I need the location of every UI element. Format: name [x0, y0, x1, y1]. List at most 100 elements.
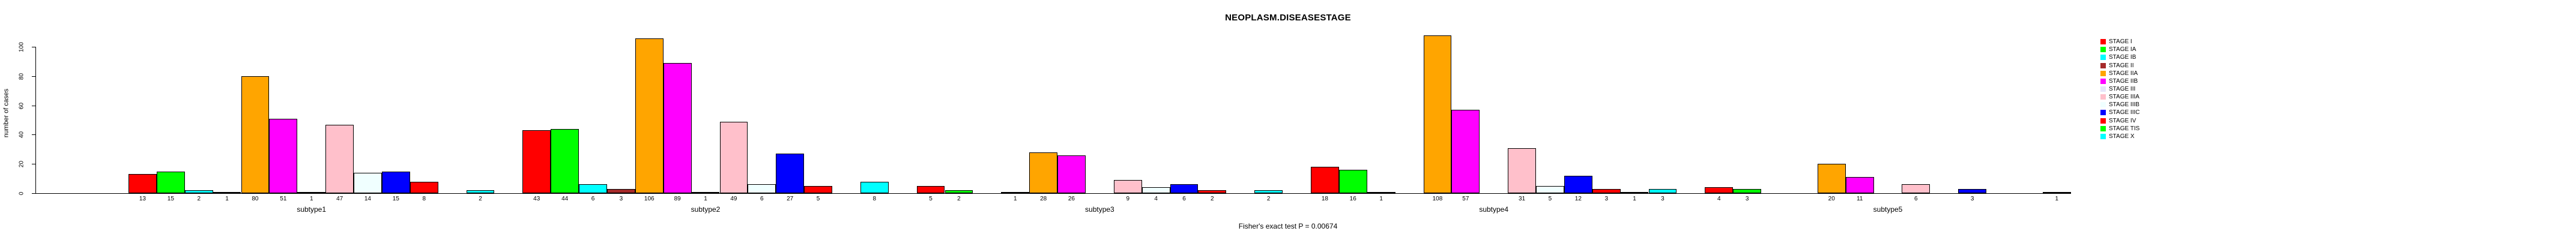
legend-label: STAGE I: [2109, 38, 2132, 45]
legend-swatch: [2100, 47, 2106, 53]
x-axis-line: [35, 193, 2071, 194]
bar-stage-ib: [1367, 192, 1395, 193]
group-label: subtype3: [1085, 205, 1114, 214]
legend-swatch: [2100, 70, 2106, 76]
bar-stage-ib: [579, 184, 607, 193]
bar-value-label: 1: [1379, 196, 1383, 202]
legend-label: STAGE III: [2109, 85, 2136, 92]
bar-value-label: 2: [1266, 196, 1271, 202]
bar-value-label: 8: [422, 196, 426, 202]
bar-value-label: 49: [730, 196, 737, 202]
bar-value-label: 12: [1574, 196, 1582, 202]
bar-stage-i: [128, 174, 157, 193]
bar-value-label: 47: [336, 196, 343, 202]
legend-swatch: [2100, 94, 2106, 100]
bar-stage-iia: [1029, 152, 1058, 193]
bar-stage-iiib: [1536, 186, 1564, 193]
bar-stage-iiib: [1141, 187, 1170, 193]
bar-stage-ii: [607, 189, 635, 193]
bar-stage-ib: [184, 190, 213, 193]
bar-stage-ia: [1733, 189, 1762, 193]
bar-stage-iiic: [1564, 176, 1592, 193]
bar-stage-iii: [691, 192, 720, 193]
bar-stage-iv: [1592, 189, 1621, 193]
bar-stage-iiia: [719, 122, 748, 193]
y-axis-label: number of cases: [2, 88, 10, 138]
bar-stage-iv: [410, 182, 438, 193]
bar-value-label: 5: [1548, 196, 1552, 202]
legend-item: STAGE IIIA: [2100, 94, 2154, 101]
bar-stage-i: [1311, 167, 1339, 193]
bar-value-label: 6: [1914, 196, 1918, 202]
group-label: subtype5: [1873, 205, 1903, 214]
bar-stage-iia: [1817, 164, 1846, 193]
y-axis-line: [35, 47, 36, 194]
bar-stage-iiia: [1902, 184, 1930, 193]
legend-label: STAGE IB: [2109, 54, 2136, 61]
bar-stage-iiib: [748, 184, 776, 193]
bar-stage-ii: [1001, 192, 1030, 193]
bar-value-label: 80: [252, 196, 259, 202]
bar-stage-tis: [1620, 192, 1649, 193]
legend-label: STAGE IA: [2109, 46, 2136, 53]
bar-value-label: 2: [1211, 196, 1214, 202]
legend-item: STAGE I: [2100, 38, 2154, 46]
legend-label: STAGE IIA: [2109, 70, 2138, 77]
bar-value-label: 5: [929, 196, 933, 202]
bar-value-label: 1: [309, 196, 313, 202]
y-tick-label: 0: [18, 191, 25, 195]
bar-stage-iia: [241, 76, 270, 193]
legend-swatch: [2100, 39, 2106, 44]
y-tick: [32, 193, 35, 194]
bar-value-label: 6: [1182, 196, 1186, 202]
bar-value-label: 51: [280, 196, 287, 202]
bar-value-label: 31: [1518, 196, 1526, 202]
bar-value-label: 2: [957, 196, 961, 202]
bar-stage-ia: [551, 129, 579, 193]
bar-stage-x: [860, 182, 889, 193]
legend-item: STAGE IIA: [2100, 70, 2154, 78]
bar-value-label: 1: [704, 196, 707, 202]
legend-swatch: [2100, 86, 2106, 92]
bar-value-label: 8: [872, 196, 877, 202]
legend-item: STAGE X: [2100, 133, 2154, 141]
bar-stage-ia: [945, 190, 973, 193]
legend-label: STAGE TIS: [2109, 125, 2140, 132]
bar-stage-iii: [297, 192, 326, 193]
legend-item: STAGE IB: [2100, 54, 2154, 62]
bar-stage-ia: [156, 172, 185, 193]
bar-stage-iiia: [1508, 148, 1536, 193]
bar-stage-iiic: [776, 154, 805, 193]
bar-stage-iiic: [1958, 189, 1987, 193]
bar-value-label: 15: [392, 196, 399, 202]
bar-value-label: 108: [1432, 196, 1443, 202]
legend-swatch: [2100, 62, 2106, 68]
bar-value-label: 16: [1349, 196, 1356, 202]
bar-value-label: 57: [1462, 196, 1469, 202]
bar-stage-iib: [663, 63, 692, 193]
bar-value-label: 9: [1126, 196, 1130, 202]
bar-stage-iiic: [381, 172, 410, 193]
bar-value-label: 1: [1013, 196, 1017, 202]
bar-value-label: 1: [225, 196, 229, 202]
y-tick-label: 20: [18, 160, 25, 167]
legend-swatch: [2100, 102, 2106, 108]
group-label: subtype4: [1479, 205, 1509, 214]
bar-value-label: 11: [1856, 196, 1863, 202]
bar-stage-iiib: [354, 173, 382, 193]
bar-stage-x: [1254, 190, 1283, 193]
bar-value-label: 89: [674, 196, 681, 202]
bar-value-label: 27: [787, 196, 794, 202]
legend-label: STAGE IIIC: [2109, 109, 2140, 116]
legend-item: STAGE IA: [2100, 46, 2154, 54]
legend-item: STAGE IIB: [2100, 78, 2154, 86]
bar-stage-iia: [1423, 35, 1452, 193]
bar-stage-iv: [804, 186, 832, 193]
bar-value-label: 26: [1068, 196, 1075, 202]
legend-swatch: [2100, 133, 2106, 139]
bar-value-label: 2: [197, 196, 201, 202]
legend-item: STAGE III: [2100, 86, 2154, 94]
bar-value-label: 3: [1661, 196, 1664, 202]
bar-stage-iv: [1198, 190, 1227, 193]
